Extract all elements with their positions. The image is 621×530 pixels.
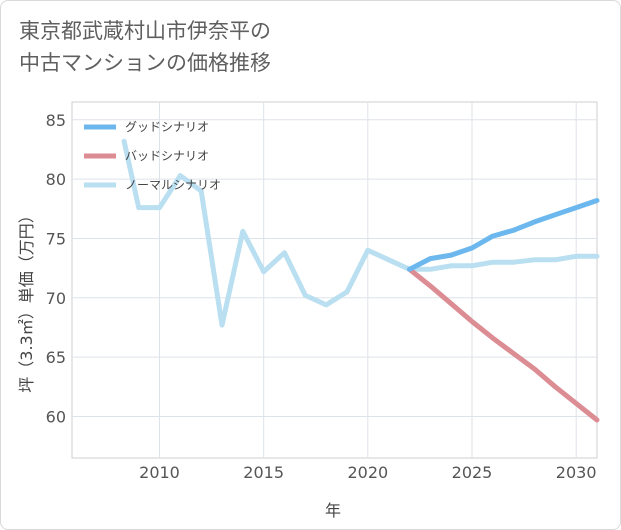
x-tick-label-2010: 2010	[139, 463, 180, 482]
series-lines	[121, 138, 600, 423]
chart-title-line-2: 中古マンションの価格推移	[19, 51, 271, 75]
series-line-2	[121, 138, 600, 328]
series-line-1	[407, 266, 600, 423]
y-axis-ticks: 60 65 70 75 80 85	[46, 111, 66, 427]
y-tick-label-60: 60	[46, 407, 66, 426]
plot-area	[71, 101, 598, 459]
x-tick-label-2025: 2025	[452, 463, 493, 482]
y-tick-label-70: 70	[46, 289, 66, 308]
legend-label-0: グッドシナリオ	[125, 120, 209, 134]
y-tick-label-75: 75	[46, 229, 66, 248]
legend-label-1: バッドシナリオ	[125, 149, 209, 163]
x-axis-ticks: 2010 2015 2020 2025 2030	[139, 463, 596, 482]
y-tick-label-80: 80	[46, 170, 66, 189]
y-tick-label-65: 65	[46, 348, 66, 367]
x-axis-label: 年	[325, 501, 341, 520]
y-axis-label: 坪（3.3㎡）単価（万円）	[17, 207, 36, 392]
x-tick-label-2030: 2030	[556, 463, 597, 482]
chart-title: 東京都武蔵村山市伊奈平の 中古マンションの価格推移	[19, 15, 579, 79]
chart-title-line-1: 東京都武蔵村山市伊奈平の	[19, 19, 271, 43]
legend-label-2: ノーマルシナリオ	[125, 178, 221, 192]
series-line-0	[407, 198, 600, 272]
grid-lines	[72, 102, 597, 458]
y-tick-label-85: 85	[46, 111, 66, 130]
x-tick-label-2020: 2020	[347, 463, 388, 482]
x-tick-label-2015: 2015	[243, 463, 284, 482]
